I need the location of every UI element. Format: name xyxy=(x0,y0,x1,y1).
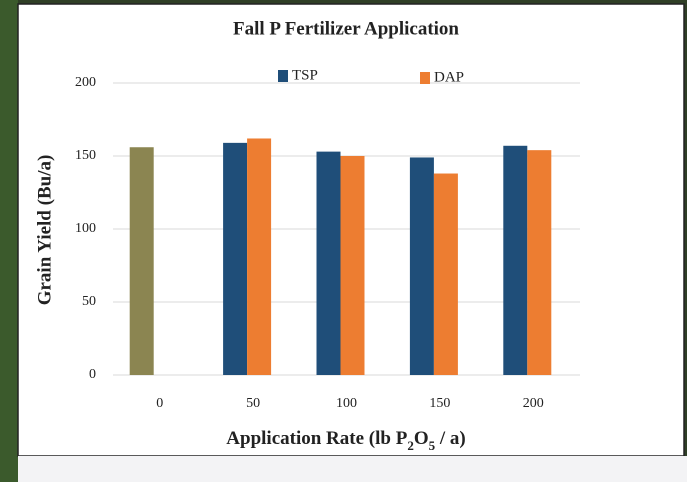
x-axis-label-part: 2 xyxy=(407,438,414,453)
x-tick-label: 0 xyxy=(156,396,163,411)
background-photo xyxy=(0,0,18,482)
bottom-strip xyxy=(18,456,687,482)
bar xyxy=(433,173,458,375)
x-axis-label-part: O xyxy=(414,428,429,449)
bar xyxy=(527,150,552,375)
x-axis-label: Application Rate (lb P2O5 / a) xyxy=(226,428,465,453)
legend-label: DAP xyxy=(434,69,464,85)
legend-swatch xyxy=(278,70,288,82)
legend-swatch xyxy=(420,72,430,84)
y-axis-label: Grain Yield (Bu/a) xyxy=(34,155,55,306)
x-axis-label-part: / a) xyxy=(435,428,466,449)
y-tick-label: 150 xyxy=(75,148,96,163)
bar xyxy=(129,147,154,375)
bar xyxy=(503,145,528,375)
bar xyxy=(409,157,434,375)
x-axis-label-part: 5 xyxy=(429,438,436,453)
bar xyxy=(223,142,248,375)
x-tick-label: 100 xyxy=(336,396,357,411)
x-axis-label-part: Application Rate (lb P xyxy=(226,428,407,449)
bar xyxy=(247,138,272,375)
legend-label: TSP xyxy=(292,67,318,83)
y-tick-label: 200 xyxy=(75,75,96,90)
x-tick-label: 50 xyxy=(246,396,260,411)
x-tick-label: 200 xyxy=(523,396,544,411)
y-tick-label: 0 xyxy=(89,367,96,382)
bar xyxy=(316,151,341,375)
chart-title: Fall P Fertilizer Application xyxy=(233,18,459,39)
y-tick-label: 100 xyxy=(75,221,96,236)
x-tick-label: 150 xyxy=(429,396,450,411)
y-tick-label: 50 xyxy=(82,294,96,309)
bar xyxy=(340,156,365,375)
